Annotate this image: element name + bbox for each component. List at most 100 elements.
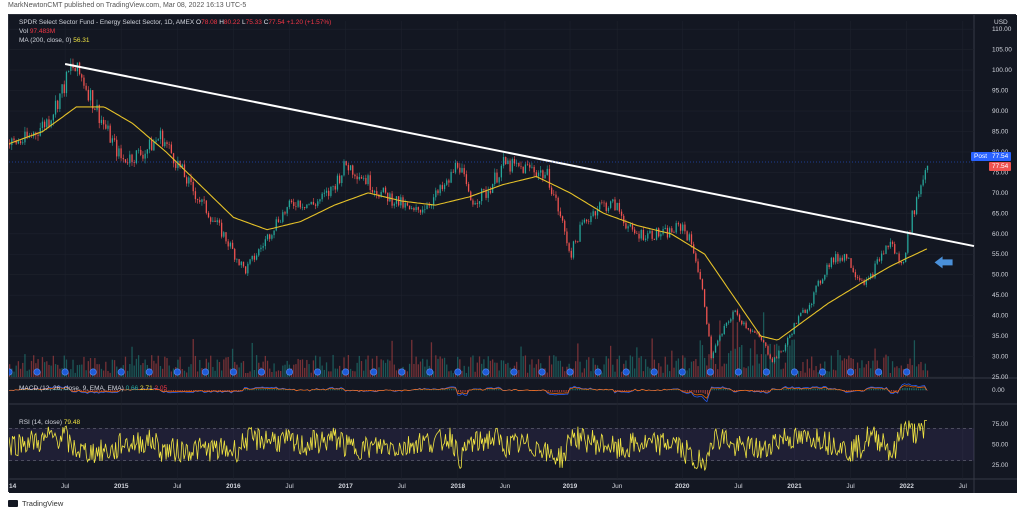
candle-body — [341, 175, 343, 184]
macd-histogram-bar — [166, 390, 168, 391]
volume-bar — [826, 370, 828, 377]
candle-body — [513, 159, 516, 164]
x-tick-label: Jul — [398, 483, 407, 490]
macd-histogram-bar — [675, 389, 677, 391]
volume-bar — [443, 357, 446, 377]
volume-bar — [813, 370, 815, 377]
macd-histogram-bar — [76, 390, 78, 392]
candle-body — [566, 231, 568, 244]
macd-histogram-bar — [713, 389, 715, 391]
candle-body — [872, 273, 874, 278]
macd-histogram-bar — [359, 390, 361, 391]
candle-body — [688, 234, 690, 241]
close-label: C — [263, 19, 269, 26]
volume-bar — [824, 361, 826, 377]
volume-bar — [498, 370, 500, 377]
volume-bar — [415, 356, 417, 377]
volume-bar — [308, 364, 310, 377]
candle-body — [682, 224, 684, 231]
dividend-marker-icon — [622, 368, 630, 376]
volume-bar — [880, 372, 883, 377]
macd-histogram-bar — [47, 389, 49, 391]
macd-histogram-bar — [271, 389, 273, 391]
candle-body — [461, 168, 463, 173]
volume-bar — [651, 338, 653, 377]
volume-bar — [395, 370, 398, 377]
candle-body — [297, 200, 299, 207]
candle-body — [236, 259, 238, 260]
candle-body — [802, 310, 804, 313]
volume-bar — [559, 360, 562, 377]
macd-histogram-bar — [170, 390, 172, 392]
volume-bar — [557, 360, 559, 377]
chart-panel[interactable]: 110.00105.00100.0095.0090.0085.0080.0075… — [8, 14, 1017, 493]
candle-body — [54, 100, 57, 115]
dividend-marker-icon — [229, 368, 237, 376]
volume-bar — [721, 366, 723, 377]
candle-body — [157, 139, 159, 141]
volume-bar — [50, 365, 52, 377]
macd-histogram-bar — [513, 389, 516, 391]
volume-bar — [28, 369, 30, 377]
macd-histogram-bar — [724, 389, 727, 391]
candle-body — [791, 333, 793, 336]
candle-body — [457, 162, 459, 168]
macd-histogram-bar — [828, 389, 830, 391]
candle-body — [52, 114, 55, 121]
candle-body — [797, 316, 800, 324]
volume-bar — [848, 355, 850, 377]
dividend-marker-icon — [398, 368, 406, 376]
candle-body — [227, 241, 229, 247]
volume-bar — [808, 368, 811, 377]
volume-bar — [419, 361, 422, 377]
candle-body — [415, 207, 417, 211]
macd-histogram-bar — [700, 390, 702, 393]
candle-body — [898, 253, 900, 262]
y-tick-label: 50.00 — [992, 272, 1009, 279]
volume-bar — [107, 371, 109, 377]
candle-body — [596, 209, 599, 216]
macd-histogram-bar — [114, 390, 116, 392]
candle-body — [476, 203, 478, 204]
candle-body — [295, 206, 297, 207]
volume-bar — [369, 369, 371, 377]
macd-histogram-bar — [706, 390, 709, 395]
volume-bar — [404, 369, 406, 377]
dividend-marker-icon — [33, 368, 41, 376]
volume-bar — [166, 358, 168, 377]
candle-body — [190, 177, 192, 182]
volume-bar — [179, 356, 181, 377]
high-value: 80.22 — [223, 19, 241, 26]
volume-bar — [548, 355, 551, 377]
y-tick-label: 90.00 — [992, 108, 1009, 115]
volume-bar — [642, 371, 645, 377]
macd-histogram-bar — [787, 389, 789, 391]
candle-body — [557, 197, 559, 212]
volume-bar — [439, 356, 441, 377]
candle-body — [98, 104, 100, 124]
chart-svg[interactable]: 110.00105.00100.0095.0090.0085.0080.0075… — [9, 15, 1017, 493]
candle-body — [511, 159, 513, 172]
macd-histogram-bar — [181, 390, 184, 392]
candle-body — [459, 167, 461, 173]
candle-body — [391, 193, 393, 206]
macd-histogram-bar — [792, 388, 794, 391]
macd-histogram-bar — [561, 390, 563, 392]
candle-body — [406, 203, 409, 206]
candle-body — [870, 273, 872, 279]
candle-body — [279, 221, 282, 223]
volume-bar — [697, 366, 699, 377]
volume-bar — [24, 354, 26, 377]
candle-body — [795, 323, 798, 324]
macd-histogram-bar — [377, 390, 379, 391]
macd-histogram-bar — [619, 390, 621, 391]
candle-body — [651, 230, 653, 239]
footer: TradingView — [0, 494, 1024, 513]
volume-bar — [164, 356, 166, 377]
volume-bar — [275, 371, 277, 377]
macd-histogram-bar — [249, 389, 251, 391]
macd-histogram-bar — [881, 389, 884, 391]
macd-histogram-bar — [913, 388, 915, 391]
candle-body — [389, 193, 391, 202]
volume-bar — [837, 349, 839, 377]
